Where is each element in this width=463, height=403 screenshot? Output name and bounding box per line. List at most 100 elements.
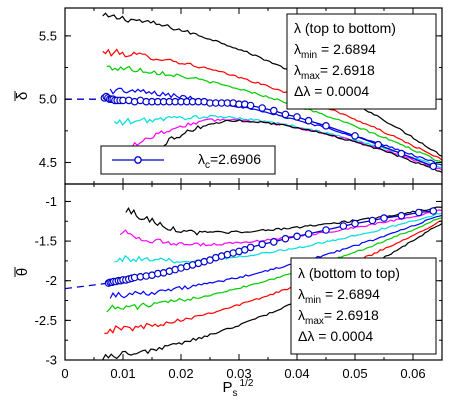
top-info-line-3-main: Δλ	[294, 83, 310, 99]
top-y-ticks: 5.5 5.0 4.5	[39, 28, 442, 170]
legend-label-main: λ	[198, 151, 205, 167]
bottom-y-tick-label: -2	[45, 273, 57, 288]
top-critical-point	[322, 122, 330, 130]
top-info-line-0-main: λ (top to bottom)	[294, 20, 396, 36]
legend-critical-marker	[134, 156, 142, 164]
bottom-series-lines	[102, 206, 443, 361]
bottom-plot-frame	[64, 183, 443, 361]
top-info-line-3: Δλ = 0.0004	[294, 83, 369, 99]
bottom-info-frame	[290, 257, 437, 355]
bottom-info-line-1-rest: = 2.6894	[321, 286, 380, 302]
bottom-panel: -1 -1.5 -2 -2.5 -3 θ λ (bottom to top) λmin =…	[14, 183, 443, 368]
bottom-info-line-2-rest: = 2.6918	[324, 307, 379, 323]
top-critical-point	[397, 149, 406, 158]
top-info-line-1-rest: = 2.6894	[317, 41, 376, 57]
bottom-y-tick-label: -1	[45, 194, 57, 209]
top-y-tick-label: 5.0	[39, 92, 57, 107]
top-panel: 5.55.04.5 δ λ (top to bottom)λmin = 2.68…	[14, 7, 443, 185]
bottom-critical-point	[339, 222, 348, 230]
bottom-info-line-2-sub: max	[305, 316, 324, 327]
bottom-info-line-0: λ (bottom to top)	[298, 265, 400, 281]
top-info-line-0: λ (top to bottom)	[294, 20, 396, 36]
top-y-axis-title: δ	[14, 91, 31, 101]
bottom-y-tick-label: -1.5	[35, 234, 57, 249]
bottom-critical-point	[397, 211, 406, 220]
bottom-info-line-1-sub: min	[305, 295, 321, 306]
legend-label: λc=2.6906	[198, 151, 261, 171]
bottom-dashed-extrapolation	[64, 282, 109, 290]
top-critical-point	[351, 132, 359, 140]
x-tick-label: 0.02	[168, 366, 193, 381]
bottom-info-line-1-main: λ	[298, 286, 305, 302]
bottom-info-line-3: Δλ = 0.0004	[298, 328, 373, 344]
bottom-critical-point	[322, 226, 330, 234]
x-tick-labels: 0 0.01 0.02 0.03 0.04 0.05 0.06	[61, 366, 425, 381]
top-critical-point	[258, 104, 267, 112]
top-series-lines	[102, 12, 443, 173]
bottom-series-2	[106, 217, 443, 313]
x-axis-title-main: P	[223, 379, 233, 396]
top-series-6	[126, 119, 443, 173]
bottom-critical-point	[351, 219, 359, 228]
bottom-critical-point	[368, 216, 377, 225]
top-critical-point	[281, 110, 290, 119]
top-y-tick-label: 5.5	[39, 28, 57, 43]
x-tick-label: 0.05	[342, 366, 367, 381]
top-series-0	[102, 12, 443, 157]
top-critical-point	[374, 140, 383, 149]
bottom-critical-point	[281, 234, 290, 243]
top-info-line-1-sub: min	[301, 50, 317, 61]
x-axis-title-sup: 1/2	[240, 378, 254, 389]
top-critical-markers	[100, 92, 438, 171]
bottom-critical-point	[269, 238, 278, 246]
bottom-critical-point	[258, 240, 267, 249]
bottom-y-tick-label: -3	[45, 353, 57, 368]
top-series-3	[109, 87, 443, 166]
x-tick-label: 0.06	[400, 366, 425, 381]
top-series-2	[106, 65, 443, 164]
top-info-line-1-main: λ	[294, 41, 301, 57]
bottom-info-line-3-rest: = 0.0004	[314, 328, 373, 344]
x-axis-title: Ps1/2	[223, 378, 254, 399]
bottom-critical-point	[246, 243, 255, 252]
legend-label-rest: =2.6906	[210, 151, 261, 167]
top-critical-point	[269, 106, 278, 115]
bottom-info-line-3-main: Δλ	[298, 328, 314, 344]
top-info-line-2-rest: = 2.6918	[320, 62, 375, 78]
bottom-critical-point	[414, 208, 423, 217]
bottom-series-5	[119, 209, 443, 247]
top-info-line-2: λmax= 2.6918	[294, 62, 375, 82]
top-critical-point	[246, 101, 255, 110]
top-info-line-2-main: λ	[294, 62, 301, 78]
x-axis-title-sub: s	[233, 388, 238, 399]
bottom-info-line-0-main: λ (bottom to top)	[298, 265, 400, 281]
x-tick-label: 0.03	[226, 366, 251, 381]
top-critical-point	[304, 116, 313, 125]
top-critical-point	[293, 113, 301, 121]
bottom-info-line-1: λmin = 2.6894	[298, 286, 380, 306]
bottom-series-4	[114, 212, 443, 264]
bottom-y-axis-title: θ	[14, 267, 31, 277]
top-info-line-1: λmin = 2.6894	[294, 41, 376, 61]
bottom-series-6	[125, 206, 443, 236]
bottom-critical-point	[429, 207, 438, 215]
bottom-series-0	[102, 223, 443, 361]
bottom-y-ticks: -1 -1.5 -2 -2.5 -3	[35, 194, 442, 368]
bottom-y-label: θ	[14, 268, 31, 276]
x-tick-label: 0.01	[110, 366, 135, 381]
top-info-line-3-rest: = 0.0004	[310, 83, 369, 99]
bottom-info-line-2: λmax= 2.6918	[298, 307, 379, 327]
bottom-critical-point	[293, 232, 301, 241]
bottom-critical-markers	[104, 207, 438, 287]
bottom-critical-point	[380, 214, 388, 222]
top-y-tick-label: 4.5	[39, 155, 57, 170]
bottom-series-1	[104, 220, 443, 335]
x-tick-label: 0	[61, 366, 68, 381]
bottom-info-line-2-main: λ	[298, 307, 305, 323]
bottom-x-ticks	[64, 184, 414, 360]
bottom-series-3	[109, 214, 443, 299]
bottom-y-tick-label: -2.5	[35, 313, 57, 328]
top-y-label: δ	[14, 92, 31, 100]
